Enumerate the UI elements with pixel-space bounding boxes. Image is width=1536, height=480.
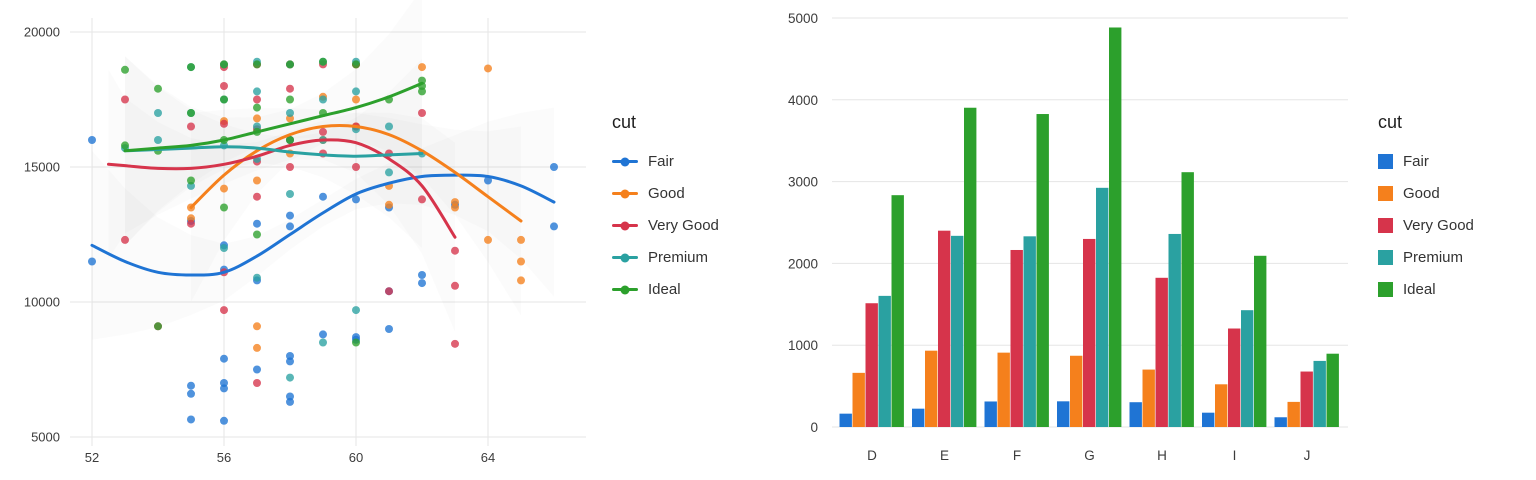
legend-item-fair[interactable]: Fair xyxy=(612,153,719,170)
svg-text:G: G xyxy=(1084,448,1095,463)
legend-label: Ideal xyxy=(648,281,681,298)
good-square-marker-icon xyxy=(1378,186,1393,201)
legend-label: Good xyxy=(648,185,685,202)
premium-line-marker-icon xyxy=(612,253,638,262)
svg-text:J: J xyxy=(1304,448,1311,463)
legend-label: Premium xyxy=(648,249,709,266)
scatter-chart: 5000 10000 15000 20000 52 56 60 64 xyxy=(24,0,586,465)
svg-text:E: E xyxy=(940,448,949,463)
svg-text:1000: 1000 xyxy=(788,338,818,353)
legend-item-premium[interactable]: Premium xyxy=(1378,249,1474,266)
fair-line-marker-icon xyxy=(612,157,638,166)
svg-text:3000: 3000 xyxy=(788,175,818,190)
legend-label: Fair xyxy=(1403,153,1429,170)
legend-bars: cut Fair Good Very Good Premium Ideal xyxy=(1378,112,1474,313)
legend-item-fair[interactable]: Fair xyxy=(1378,153,1474,170)
legend-label: Fair xyxy=(648,153,674,170)
svg-text:2000: 2000 xyxy=(788,256,818,271)
legend-item-very-good[interactable]: Very Good xyxy=(612,217,719,234)
svg-text:20000: 20000 xyxy=(24,25,60,40)
legend-item-premium[interactable]: Premium xyxy=(612,249,719,266)
svg-text:60: 60 xyxy=(349,450,363,465)
svg-text:4000: 4000 xyxy=(788,93,818,108)
svg-text:I: I xyxy=(1233,448,1237,463)
svg-text:D: D xyxy=(867,448,877,463)
premium-square-marker-icon xyxy=(1378,250,1393,265)
legend-item-good[interactable]: Good xyxy=(612,185,719,202)
ideal-line-marker-icon xyxy=(612,285,638,294)
legend-label: Ideal xyxy=(1403,281,1436,298)
svg-text:15000: 15000 xyxy=(24,160,60,175)
legend-item-ideal[interactable]: Ideal xyxy=(1378,281,1474,298)
legend-item-good[interactable]: Good xyxy=(1378,185,1474,202)
svg-text:56: 56 xyxy=(217,450,231,465)
bar-chart: 0 1000 2000 3000 4000 5000 D E F G H I J xyxy=(788,11,1348,463)
legend-label: Very Good xyxy=(648,217,719,234)
svg-text:H: H xyxy=(1157,448,1167,463)
legend-label: Premium xyxy=(1403,249,1464,266)
svg-text:10000: 10000 xyxy=(24,295,60,310)
svg-text:52: 52 xyxy=(85,450,99,465)
svg-text:0: 0 xyxy=(810,420,818,435)
legend-item-very-good[interactable]: Very Good xyxy=(1378,217,1474,234)
fair-square-marker-icon xyxy=(1378,154,1393,169)
very-good-square-marker-icon xyxy=(1378,218,1393,233)
good-line-marker-icon xyxy=(612,189,638,198)
legend-scatter: cut Fair Good Very Good Premium Ideal xyxy=(612,112,719,313)
legend-label: Good xyxy=(1403,185,1440,202)
legend-item-ideal[interactable]: Ideal xyxy=(612,281,719,298)
legend-title: cut xyxy=(1378,112,1403,132)
svg-text:5000: 5000 xyxy=(31,430,60,445)
legend-title: cut xyxy=(612,112,637,132)
svg-text:5000: 5000 xyxy=(788,11,818,26)
legend-label: Very Good xyxy=(1403,217,1474,234)
ideal-square-marker-icon xyxy=(1378,282,1393,297)
svg-text:F: F xyxy=(1013,448,1021,463)
svg-text:64: 64 xyxy=(481,450,495,465)
very-good-line-marker-icon xyxy=(612,221,638,230)
